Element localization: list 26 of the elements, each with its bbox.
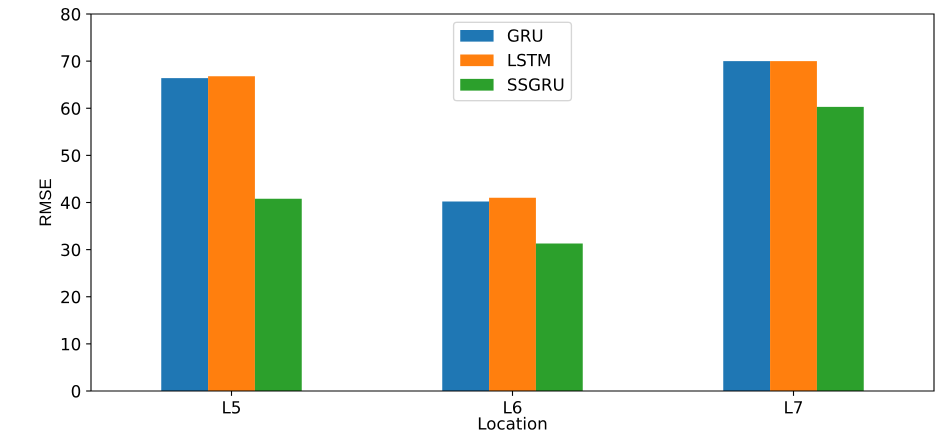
bar <box>770 61 817 391</box>
y-tick-label: 80 <box>61 8 80 21</box>
bar <box>816 106 864 391</box>
x-tick-label: L6 <box>504 401 522 414</box>
bar <box>723 61 770 391</box>
y-tick-label: 0 <box>72 384 80 398</box>
y-tick-label: 70 <box>61 55 80 68</box>
legend-label: LSTM <box>508 54 550 66</box>
y-tick-label: 20 <box>61 290 80 304</box>
y-tick-label: 40 <box>60 196 80 210</box>
legend-label: SSGRU <box>508 78 564 91</box>
bar <box>161 78 208 391</box>
x-tick-label: L7 <box>785 401 802 414</box>
bar <box>208 76 255 391</box>
y-axis-title: RMSE <box>39 179 52 226</box>
x-axis-title: Location <box>478 416 546 430</box>
bar <box>254 198 302 391</box>
x-tick-label: L5 <box>223 401 240 414</box>
y-tick-label: 30 <box>61 244 80 256</box>
bar <box>442 202 490 391</box>
legend-label: GRU <box>508 29 542 42</box>
y-tick-label: 50 <box>61 149 80 162</box>
y-tick-label: 60 <box>61 102 80 115</box>
y-tick-label: 10 <box>62 338 80 350</box>
bar <box>489 198 536 391</box>
bar <box>536 244 583 391</box>
